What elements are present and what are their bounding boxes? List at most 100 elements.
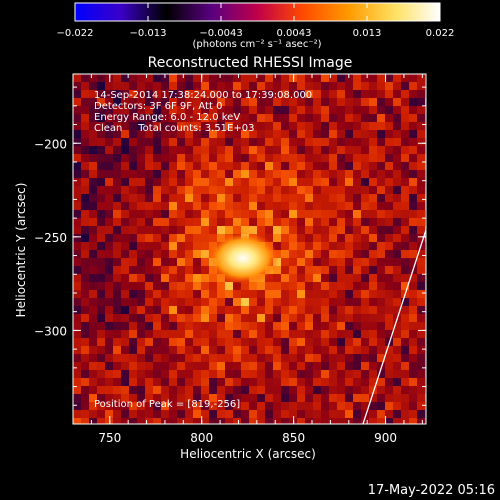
- heatmap-cell: [345, 274, 354, 283]
- heatmap-cell: [113, 218, 122, 227]
- heatmap-cell: [129, 378, 138, 387]
- heatmap-cell: [105, 74, 114, 83]
- heatmap-cell: [225, 162, 234, 171]
- heatmap-cell: [345, 402, 354, 411]
- heatmap-cell: [409, 314, 418, 323]
- heatmap-cell: [313, 98, 322, 107]
- heatmap-cell: [417, 250, 426, 259]
- heatmap-cell: [161, 122, 170, 131]
- heatmap-cell: [201, 258, 210, 267]
- heatmap-cell: [193, 386, 202, 395]
- heatmap-cell: [297, 106, 306, 115]
- heatmap-cell: [353, 178, 362, 187]
- heatmap-cell: [201, 210, 210, 219]
- heatmap-cell: [121, 114, 130, 123]
- heatmap-cell: [281, 146, 290, 155]
- heatmap-cell: [345, 106, 354, 115]
- heatmap-cell: [81, 250, 90, 259]
- heatmap-cell: [305, 98, 314, 107]
- heatmap-cell: [265, 354, 274, 363]
- heatmap-cell: [273, 186, 282, 195]
- heatmap-cell: [281, 362, 290, 371]
- heatmap-cell: [353, 258, 362, 267]
- heatmap-cell: [225, 338, 234, 347]
- heatmap-cell: [121, 90, 130, 99]
- heatmap-cell: [409, 186, 418, 195]
- heatmap-cell: [289, 266, 298, 275]
- heatmap-cell: [273, 218, 282, 227]
- heatmap-cell: [321, 266, 330, 275]
- heatmap-cell: [209, 314, 218, 323]
- heatmap-cell: [409, 354, 418, 363]
- heatmap-cell: [121, 274, 130, 283]
- heatmap-cell: [241, 354, 250, 363]
- heatmap-cell: [417, 266, 426, 275]
- heatmap-cell: [257, 362, 266, 371]
- heatmap-cell: [401, 114, 410, 123]
- heatmap-cell: [329, 266, 338, 275]
- heatmap-cell: [249, 418, 258, 424]
- heatmap-cell: [241, 138, 250, 147]
- heatmap-cell: [73, 386, 82, 395]
- heatmap-cell: [385, 242, 394, 251]
- heatmap-cell: [233, 378, 242, 387]
- heatmap-cell: [209, 402, 218, 411]
- heatmap-cell: [153, 242, 162, 251]
- heatmap-cell: [281, 306, 290, 315]
- heatmap-cell: [209, 282, 218, 291]
- heatmap-cell: [321, 338, 330, 347]
- heatmap-cell: [369, 322, 378, 331]
- heatmap-cell: [337, 194, 346, 203]
- heatmap-cell: [153, 130, 162, 139]
- heatmap-cell: [137, 394, 146, 403]
- heatmap-cell: [121, 306, 130, 315]
- heatmap-cell: [393, 290, 402, 299]
- heatmap-cell: [233, 346, 242, 355]
- heatmap-cell: [129, 82, 138, 91]
- heatmap-cell: [361, 242, 370, 251]
- heatmap-cell: [161, 266, 170, 275]
- heatmap-cell: [393, 258, 402, 267]
- heatmap-cell: [393, 210, 402, 219]
- heatmap-cell: [97, 82, 106, 91]
- heatmap-cell: [129, 162, 138, 171]
- heatmap-cell: [129, 274, 138, 283]
- heatmap-cell: [145, 354, 154, 363]
- colorbar: −0.022 −0.013 −0.0043 0.0043 0.013 0.022 (pho…: [56, 2, 454, 50]
- heatmap-cell: [137, 186, 146, 195]
- heatmap-cell: [177, 130, 186, 139]
- heatmap-cell: [145, 322, 154, 331]
- heatmap-cell: [153, 282, 162, 291]
- x-tick-label: 900: [374, 431, 397, 445]
- heatmap-cell: [137, 122, 146, 131]
- heatmap-cell: [233, 74, 242, 83]
- heatmap-cell: [209, 346, 218, 355]
- heatmap-cell: [305, 346, 314, 355]
- heatmap-cell: [129, 154, 138, 163]
- heatmap-cell: [153, 418, 162, 424]
- heatmap-cell: [121, 378, 130, 387]
- heatmap-cell: [313, 394, 322, 403]
- heatmap-cell: [289, 90, 298, 99]
- heatmap-cell: [289, 322, 298, 331]
- heatmap-cell: [281, 258, 290, 267]
- heatmap-cell: [193, 130, 202, 139]
- heatmap-cell: [129, 90, 138, 99]
- heatmap-cell: [353, 298, 362, 307]
- heatmap-cell: [241, 90, 250, 99]
- heatmap-cell: [337, 330, 346, 339]
- heatmap-cell: [161, 170, 170, 179]
- heatmap-cell: [129, 362, 138, 371]
- heatmap-cell: [105, 106, 114, 115]
- heatmap-cell: [209, 322, 218, 331]
- heatmap-cell: [321, 82, 330, 91]
- heatmap-cell: [385, 90, 394, 99]
- heatmap-cell: [105, 338, 114, 347]
- heatmap-cell: [313, 242, 322, 251]
- heatmap-cell: [113, 250, 122, 259]
- heatmap-cell: [185, 202, 194, 211]
- heatmap-cell: [297, 90, 306, 99]
- heatmap-cell: [297, 114, 306, 123]
- heatmap-cell: [153, 234, 162, 243]
